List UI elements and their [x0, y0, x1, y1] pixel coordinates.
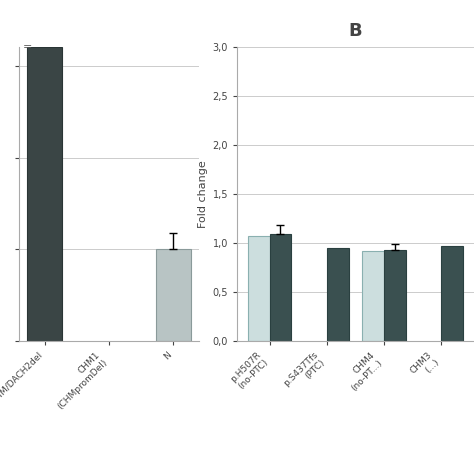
- Title: B: B: [349, 22, 362, 40]
- Bar: [270, 234, 292, 341]
- Bar: [327, 248, 348, 341]
- Text: =: =: [22, 42, 32, 52]
- Bar: [384, 250, 406, 341]
- Y-axis label: Fold change: Fold change: [198, 161, 208, 228]
- Bar: [441, 246, 463, 341]
- Bar: [27, 47, 63, 341]
- Bar: [363, 251, 384, 341]
- Bar: [248, 237, 270, 341]
- Bar: [155, 249, 191, 341]
